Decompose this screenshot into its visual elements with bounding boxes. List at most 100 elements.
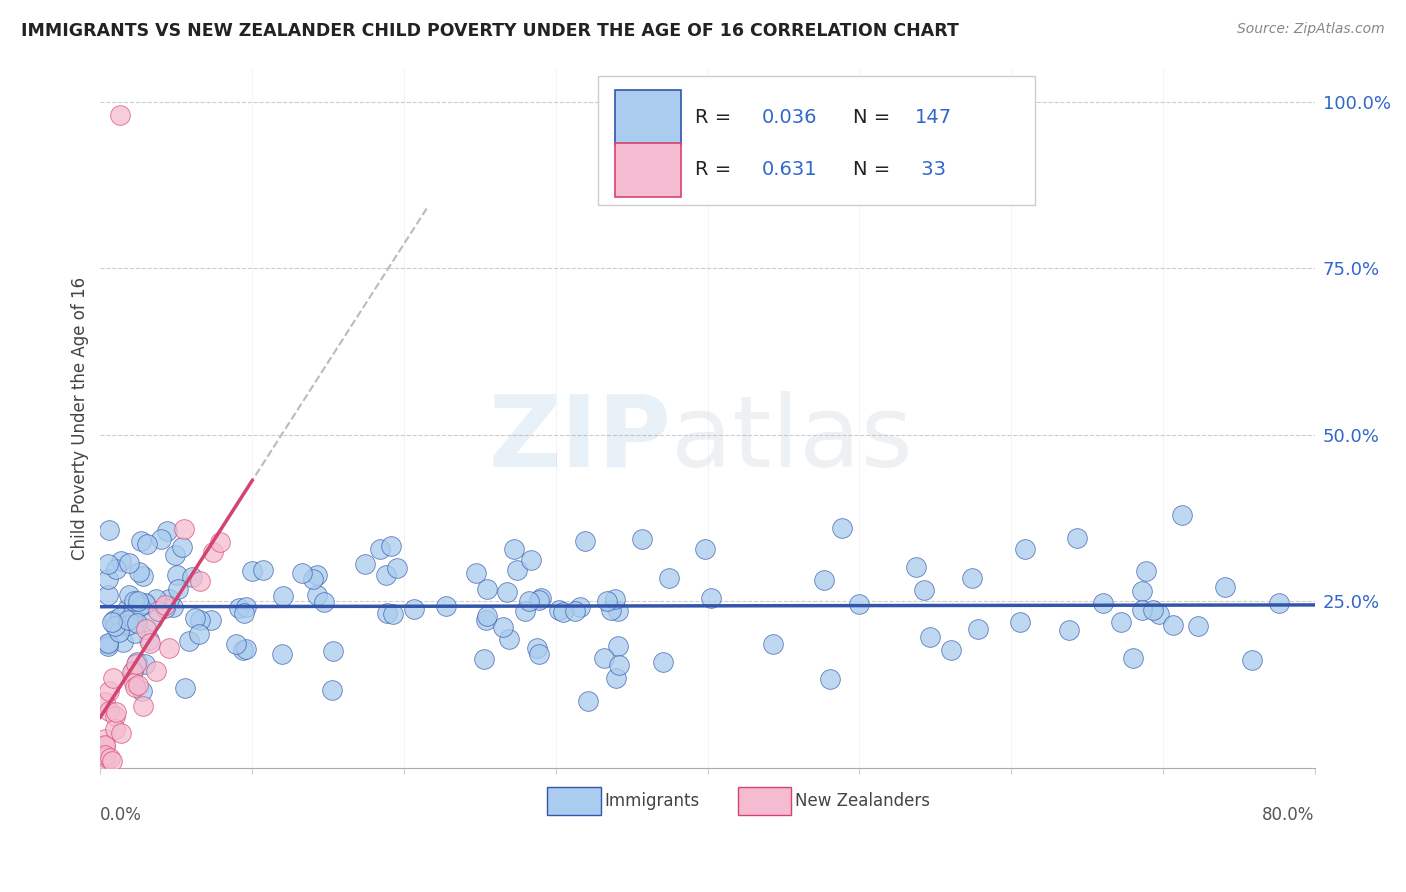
Point bbox=[134, 657, 156, 671]
Point bbox=[103, 613, 125, 627]
Point bbox=[125, 657, 148, 671]
Point bbox=[202, 544, 225, 558]
Y-axis label: Child Poverty Under the Age of 16: Child Poverty Under the Age of 16 bbox=[72, 277, 89, 559]
Point bbox=[574, 533, 596, 548]
Point bbox=[165, 548, 187, 562]
Point bbox=[233, 606, 256, 620]
Point bbox=[155, 601, 177, 615]
Text: N =: N = bbox=[853, 108, 897, 127]
Point bbox=[134, 596, 156, 610]
Point bbox=[387, 561, 409, 575]
Point bbox=[606, 604, 628, 618]
Point bbox=[607, 657, 630, 672]
Point bbox=[273, 589, 295, 603]
Point bbox=[108, 610, 131, 624]
Point bbox=[322, 644, 344, 658]
Text: Source: ZipAtlas.com: Source: ZipAtlas.com bbox=[1237, 22, 1385, 37]
Point bbox=[813, 573, 835, 587]
Point bbox=[124, 680, 146, 694]
Point bbox=[527, 593, 550, 607]
Point bbox=[124, 626, 146, 640]
Point bbox=[188, 574, 211, 588]
Point bbox=[136, 537, 159, 551]
Point bbox=[209, 535, 232, 549]
FancyBboxPatch shape bbox=[738, 788, 792, 814]
Point bbox=[166, 568, 188, 582]
Point bbox=[94, 695, 117, 709]
Point bbox=[1010, 615, 1032, 629]
FancyBboxPatch shape bbox=[598, 76, 1035, 205]
Point bbox=[1142, 602, 1164, 616]
Point bbox=[354, 557, 377, 571]
Point bbox=[492, 620, 515, 634]
Point bbox=[101, 615, 124, 629]
Point bbox=[548, 603, 571, 617]
Point bbox=[200, 613, 222, 627]
Point bbox=[157, 591, 180, 606]
Point bbox=[104, 705, 127, 719]
Point bbox=[252, 563, 274, 577]
Point bbox=[761, 637, 783, 651]
Point bbox=[121, 665, 143, 680]
Point bbox=[551, 606, 574, 620]
Point bbox=[122, 606, 145, 620]
Point bbox=[97, 704, 120, 718]
Point bbox=[595, 594, 617, 608]
Point bbox=[155, 599, 177, 613]
Point bbox=[105, 562, 128, 576]
Point bbox=[1135, 564, 1157, 578]
Point bbox=[134, 597, 156, 611]
Text: R =: R = bbox=[696, 161, 738, 179]
Point bbox=[172, 540, 194, 554]
Point bbox=[94, 749, 117, 764]
Point bbox=[477, 609, 499, 624]
Point bbox=[94, 754, 117, 768]
Point bbox=[939, 643, 962, 657]
Point bbox=[135, 622, 157, 636]
Point bbox=[1161, 618, 1184, 632]
Point bbox=[181, 570, 204, 584]
Point bbox=[1240, 653, 1263, 667]
Point bbox=[173, 522, 195, 536]
Point bbox=[527, 647, 550, 661]
Point bbox=[321, 683, 343, 698]
Point bbox=[118, 588, 141, 602]
Point bbox=[122, 676, 145, 690]
Point bbox=[1130, 603, 1153, 617]
Point bbox=[1059, 623, 1081, 637]
Point bbox=[122, 615, 145, 630]
Point bbox=[127, 678, 149, 692]
Point bbox=[235, 641, 257, 656]
Point bbox=[831, 521, 853, 535]
Point bbox=[159, 641, 181, 656]
Point bbox=[188, 626, 211, 640]
Point bbox=[291, 566, 314, 580]
Point bbox=[131, 569, 153, 583]
Point bbox=[576, 694, 599, 708]
Point bbox=[699, 591, 721, 606]
Point bbox=[240, 564, 263, 578]
Point bbox=[920, 630, 942, 644]
Point bbox=[375, 568, 398, 582]
Point bbox=[960, 571, 983, 585]
Text: IMMIGRANTS VS NEW ZEALANDER CHILD POVERTY UNDER THE AGE OF 16 CORRELATION CHART: IMMIGRANTS VS NEW ZEALANDER CHILD POVERT… bbox=[21, 22, 959, 40]
Point bbox=[496, 585, 519, 599]
Point bbox=[305, 588, 328, 602]
Point bbox=[156, 524, 179, 539]
Text: 0.631: 0.631 bbox=[762, 161, 818, 179]
Point bbox=[630, 532, 652, 546]
Point bbox=[131, 684, 153, 698]
Point bbox=[820, 672, 842, 686]
Point bbox=[368, 541, 391, 556]
Point bbox=[139, 636, 162, 650]
Text: New Zealanders: New Zealanders bbox=[794, 791, 929, 810]
Point bbox=[131, 534, 153, 549]
Point bbox=[104, 619, 127, 633]
Point bbox=[225, 637, 247, 651]
Point bbox=[404, 602, 426, 616]
Point bbox=[117, 556, 139, 570]
Point bbox=[693, 541, 716, 556]
Point bbox=[375, 607, 398, 621]
Point bbox=[603, 591, 626, 606]
Point bbox=[593, 651, 616, 665]
